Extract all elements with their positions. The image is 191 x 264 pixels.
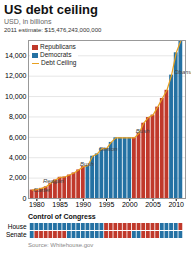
svg-text:Clinton: Clinton xyxy=(99,146,118,152)
html-text:Source: Whitehouse.gov: Source: Whitehouse.gov xyxy=(28,242,94,248)
html-text:Debt Ceiling: Debt Ceiling xyxy=(41,59,77,66)
svg-text:4,000: 4,000 xyxy=(9,154,27,161)
svg-text:1985: 1985 xyxy=(52,201,68,208)
svg-text:2010: 2010 xyxy=(168,201,184,208)
svg-text:Obama: Obama xyxy=(174,69,191,75)
html-text:Republicans: Republicans xyxy=(40,43,76,50)
svg-text:1995: 1995 xyxy=(99,201,115,208)
html-text:Democrats: Democrats xyxy=(40,51,72,58)
svg-text:14,000: 14,000 xyxy=(5,52,27,59)
html-text:2011 estimate: $15,476,243,000: 2011 estimate: $15,476,243,000,000 xyxy=(4,27,102,33)
html-text:Control of Congress: Control of Congress xyxy=(28,213,96,220)
svg-text:2,000: 2,000 xyxy=(9,174,27,181)
svg-text:1980: 1980 xyxy=(29,201,45,208)
svg-text:0: 0 xyxy=(23,195,27,202)
svg-text:Reagan: Reagan xyxy=(43,178,65,184)
svg-text:12,000: 12,000 xyxy=(5,72,27,79)
svg-text:House: House xyxy=(8,223,27,230)
svg-text:Bush: Bush xyxy=(80,161,94,167)
svg-text:6,000: 6,000 xyxy=(9,134,27,141)
svg-text:Senate: Senate xyxy=(6,231,27,238)
svg-text:10,000: 10,000 xyxy=(5,93,27,100)
svg-text:1990: 1990 xyxy=(76,201,92,208)
html-text:USD, in billions: USD, in billions xyxy=(4,18,52,25)
svg-text:8,000: 8,000 xyxy=(9,113,27,120)
svg-text:Bush: Bush xyxy=(136,128,150,134)
svg-text:Carter: Carter xyxy=(34,187,52,193)
svg-text:2005: 2005 xyxy=(145,201,161,208)
svg-text:2000: 2000 xyxy=(122,201,138,208)
html-text:US debt ceiling: US debt ceiling xyxy=(4,2,98,17)
